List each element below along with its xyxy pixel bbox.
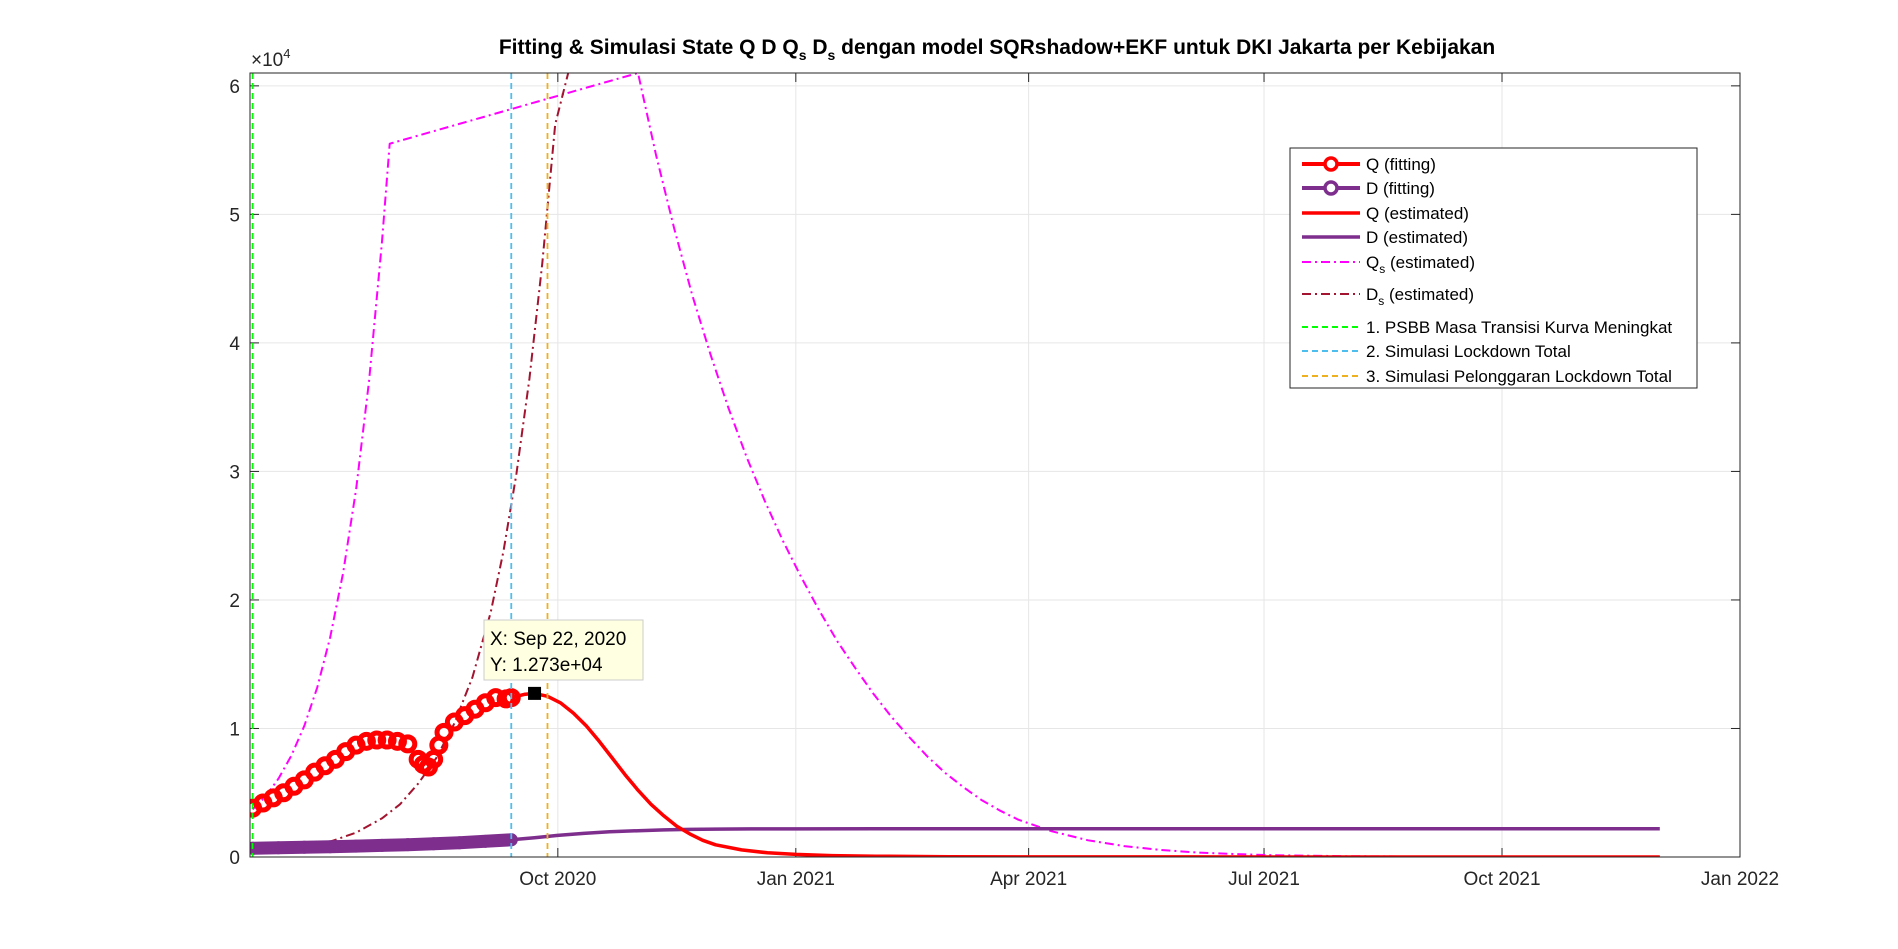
- legend-label: 3. Simulasi Pelonggaran Lockdown Total: [1366, 367, 1672, 386]
- legend-item-q_est[interactable]: Q (estimated): [1302, 204, 1469, 223]
- policy-lines: [251, 73, 549, 857]
- q-fitting-point: [434, 722, 454, 742]
- qs-estimated-line: [251, 73, 1660, 857]
- series-layer: [250, 73, 1660, 857]
- d-fitting-point: [271, 841, 285, 855]
- q-fitting-point: [367, 730, 387, 750]
- legend-item-q_fit[interactable]: Q (fitting): [1302, 155, 1436, 174]
- d-fitting-point: [401, 838, 415, 852]
- x-tick-label: Apr 2021: [990, 869, 1067, 890]
- legend-item-p2[interactable]: 2. Simulasi Lockdown Total: [1302, 342, 1571, 361]
- data-tip-box: [483, 619, 644, 681]
- q-fitting-point: [377, 730, 397, 750]
- q-fitting-point: [398, 734, 418, 754]
- legend-item-qs_est[interactable]: Qs (estimated): [1302, 253, 1475, 276]
- legend-item-p1[interactable]: 1. PSBB Masa Transisi Kurva Meningkat: [1302, 318, 1672, 337]
- y-tick-label: 4: [229, 334, 240, 355]
- y-axis-ticks: 0 1 2 3 4 5 6: [229, 77, 1740, 869]
- legend[interactable]: Q (fitting) D (fitting) Q (estimated) D (es…: [1289, 147, 1698, 389]
- data-tip[interactable]: X: Sep 22, 2020 Y: 1.273e+04: [483, 619, 644, 700]
- data-tip-y: Y: 1.273e+04: [490, 655, 603, 676]
- x-axis-ticks: Oct 2020 Jan 2021 Apr 2021 Jul 2021 Oct 2021…: [519, 73, 1779, 890]
- x-tick-label: Oct 2020: [519, 869, 596, 890]
- q-fitting-point: [387, 731, 407, 751]
- legend-item-d_fit[interactable]: D (fitting): [1302, 179, 1435, 198]
- legend-label: 2. Simulasi Lockdown Total: [1366, 342, 1571, 361]
- y-tick-label: 6: [229, 77, 240, 98]
- data-tip-x: X: Sep 22, 2020: [490, 629, 626, 650]
- data-tip-marker[interactable]: [528, 686, 542, 700]
- d-fitting-point: [478, 834, 492, 848]
- legend-label: Qs (estimated): [1366, 253, 1475, 276]
- d-estimated-line: [511, 826, 1660, 842]
- legend-label: D (fitting): [1366, 179, 1435, 198]
- x-tick-label: Jan 2022: [1701, 869, 1779, 890]
- x-tick-label: Jan 2021: [757, 869, 835, 890]
- x-tick-label: Jul 2021: [1228, 869, 1300, 890]
- legend-item-p3[interactable]: 3. Simulasi Pelonggaran Lockdown Total: [1302, 367, 1672, 386]
- y-tick-label: 3: [229, 462, 240, 483]
- legend-label: Q (fitting): [1366, 155, 1436, 174]
- y-tick-label: 2: [229, 591, 240, 612]
- y-axis-exponent: ×104: [251, 46, 290, 71]
- legend-label: 1. PSBB Masa Transisi Kurva Meningkat: [1366, 318, 1672, 337]
- legend-label: Ds (estimated): [1366, 285, 1474, 308]
- d-fitting-band: [250, 833, 518, 855]
- d-fitting-point: [323, 840, 337, 854]
- d-fitting-point: [297, 840, 311, 854]
- legend-marker: [1323, 180, 1339, 196]
- chart-title: Fitting & Simulasi State Q D Qs Ds denga…: [499, 36, 1495, 63]
- legend-item-ds_est[interactable]: Ds (estimated): [1302, 285, 1474, 308]
- d-fitting-point: [453, 836, 467, 850]
- d-fitting-point: [349, 839, 363, 853]
- y-tick-label: 5: [229, 205, 240, 226]
- x-tick-label: Oct 2021: [1463, 869, 1540, 890]
- legend-item-d_est[interactable]: D (estimated): [1302, 228, 1468, 247]
- legend-label: Q (estimated): [1366, 204, 1469, 223]
- legend-label: D (estimated): [1366, 228, 1468, 247]
- q-fitting-point: [356, 731, 376, 751]
- d-fitting-point: [427, 837, 441, 851]
- legend-marker: [1323, 156, 1339, 172]
- d-fitting-point: [375, 838, 389, 852]
- y-tick-label: 0: [229, 848, 240, 869]
- axes-frame: [249, 72, 1741, 858]
- y-tick-label: 1: [229, 719, 240, 740]
